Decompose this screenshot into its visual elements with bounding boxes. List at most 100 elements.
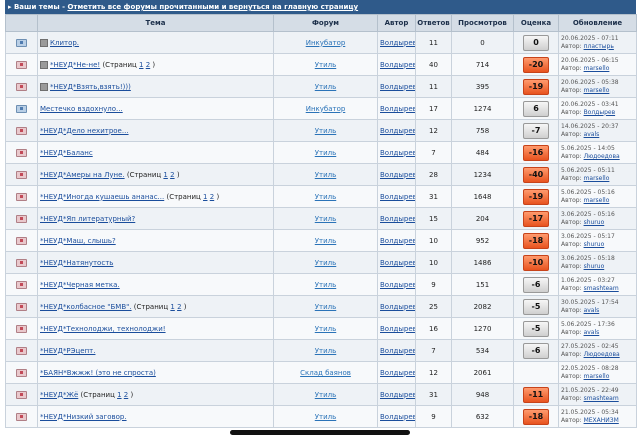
topic-title-link[interactable]: *НЕУД*Взять,взять!))) (50, 82, 131, 91)
topic-title-link[interactable]: Клитор. (50, 38, 80, 47)
last-poster-link[interactable]: smashteam (583, 394, 619, 402)
last-poster-link[interactable]: marsello (583, 174, 610, 182)
last-poster-link[interactable]: Волдырев (583, 108, 616, 116)
author-link[interactable]: Волдырев (380, 368, 416, 377)
author-link[interactable]: Волдырев (380, 126, 416, 135)
author-link[interactable]: Волдырев (380, 192, 416, 201)
author-link[interactable]: Волдырев (380, 324, 416, 333)
author-link[interactable]: Волдырев (380, 346, 416, 355)
topic-title-link[interactable]: *НЕУД*Натянутость (40, 258, 114, 267)
page-link[interactable]: 1 (139, 60, 144, 69)
author-link[interactable]: Волдырев (380, 302, 416, 311)
last-poster-link[interactable]: МЕХАНИЗМ (583, 416, 619, 424)
forum-link[interactable]: Утиль (314, 148, 337, 157)
mark-all-read-link[interactable]: Отметить все форумы прочитанными и верну… (67, 3, 359, 11)
last-poster-link[interactable]: avals (583, 306, 600, 314)
col-topic[interactable]: Тема (37, 14, 274, 32)
last-poster-link[interactable]: smashteam (583, 284, 619, 292)
last-poster-link[interactable]: avals (583, 328, 600, 336)
envelope-read-icon[interactable] (16, 38, 27, 47)
page-link[interactable]: 1 (163, 170, 168, 179)
topic-title-link[interactable]: *НЕУД*Не-не! (50, 60, 101, 69)
folder-new-icon[interactable] (16, 258, 27, 267)
folder-new-icon[interactable] (16, 324, 27, 333)
topic-title-link[interactable]: Местечко вздохнуло... (40, 104, 123, 113)
folder-new-icon[interactable] (16, 236, 27, 245)
forum-link[interactable]: Утиль (314, 82, 337, 91)
forum-link[interactable]: Утиль (314, 346, 337, 355)
author-link[interactable]: Волдырев (380, 38, 416, 47)
page-link[interactable]: 1 (117, 390, 122, 399)
page-link[interactable]: 2 (177, 302, 182, 311)
forum-link[interactable]: Утиль (314, 236, 337, 245)
folder-new-icon[interactable] (16, 170, 27, 179)
last-poster-link[interactable]: shuruo (583, 240, 605, 248)
col-updated[interactable]: Обновление (558, 14, 637, 32)
col-author[interactable]: Автор (377, 14, 416, 32)
author-link[interactable]: Волдырев (380, 280, 416, 289)
folder-new-icon[interactable] (16, 192, 27, 201)
col-views[interactable]: Просмотров (451, 14, 514, 32)
forum-link[interactable]: Утиль (314, 126, 337, 135)
topic-title-link[interactable]: *НЕУД*Иногда кушаешь ананас... (40, 192, 165, 201)
last-poster-link[interactable]: avals (583, 130, 600, 138)
last-poster-link[interactable]: marsello (583, 86, 610, 94)
last-poster-link[interactable]: marsello (583, 372, 610, 380)
author-link[interactable]: Волдырев (380, 170, 416, 179)
forum-link[interactable]: Утиль (314, 280, 337, 289)
col-replies[interactable]: Ответов (415, 14, 452, 32)
topic-title-link[interactable]: *НЕУД*Амеры на Луне. (40, 170, 125, 179)
last-poster-link[interactable]: shuruo (583, 218, 605, 226)
topic-title-link[interactable]: *НЕУД*Жё (40, 390, 79, 399)
last-poster-link[interactable]: marsello (583, 196, 610, 204)
folder-new-icon[interactable] (16, 390, 27, 399)
topic-title-link[interactable]: *НЕУД*Дело нехитрое... (40, 126, 129, 135)
last-poster-link[interactable]: shuruo (583, 262, 605, 270)
folder-new-icon[interactable] (16, 368, 27, 377)
topic-title-link[interactable]: *НЕУД*Черная метка. (40, 280, 120, 289)
page-link[interactable]: 2 (170, 170, 175, 179)
folder-new-icon[interactable] (16, 60, 27, 69)
folder-new-icon[interactable] (16, 280, 27, 289)
author-link[interactable]: Волдырев (380, 236, 416, 245)
forum-link[interactable]: Утиль (314, 170, 337, 179)
author-link[interactable]: Волдырев (380, 390, 416, 399)
folder-new-icon[interactable] (16, 346, 27, 355)
forum-link[interactable]: Утиль (314, 390, 337, 399)
forum-link[interactable]: Инкубатор (305, 38, 346, 47)
forum-link[interactable]: Склад баянов (300, 368, 351, 377)
forum-link[interactable]: Утиль (314, 324, 337, 333)
col-rating[interactable]: Оценка (513, 14, 559, 32)
forum-link[interactable]: Утиль (314, 412, 337, 421)
home-indicator[interactable] (230, 430, 410, 435)
folder-new-icon[interactable] (16, 82, 27, 91)
col-forum[interactable]: Форум (273, 14, 378, 32)
author-link[interactable]: Волдырев (380, 214, 416, 223)
author-link[interactable]: Волдырев (380, 104, 416, 113)
author-link[interactable]: Волдырев (380, 148, 416, 157)
page-link[interactable]: 2 (123, 390, 129, 399)
last-poster-link[interactable]: Людоедова (583, 350, 620, 358)
last-poster-link[interactable]: пластырь (583, 42, 614, 50)
page-link[interactable]: 1 (203, 192, 208, 201)
folder-new-icon[interactable] (16, 214, 27, 223)
topic-title-link[interactable]: *НЕУД*колбасное "БМВ". (40, 302, 132, 311)
author-link[interactable]: Волдырев (380, 258, 416, 267)
forum-link[interactable]: Утиль (314, 192, 337, 201)
folder-new-icon[interactable] (16, 126, 27, 135)
page-link[interactable]: 2 (209, 192, 215, 201)
author-link[interactable]: Волдырев (380, 82, 416, 91)
forum-link[interactable]: Утиль (314, 60, 337, 69)
topic-title-link[interactable]: *НЕУД*Маш, слышь? (40, 236, 116, 245)
folder-new-icon[interactable] (16, 412, 27, 421)
folder-new-icon[interactable] (16, 148, 27, 157)
topic-title-link[interactable]: *НЕУД*Баланс (40, 148, 93, 157)
topic-title-link[interactable]: *НЕУД*РЭцепт. (40, 346, 96, 355)
forum-link[interactable]: Инкубатор (305, 104, 346, 113)
topic-title-link[interactable]: *НЕУД*Яп литературный? (40, 214, 136, 223)
envelope-read-icon[interactable] (16, 104, 27, 113)
forum-link[interactable]: Утиль (314, 302, 337, 311)
forum-link[interactable]: Утиль (314, 214, 337, 223)
page-link[interactable]: 2 (145, 60, 151, 69)
page-link[interactable]: 1 (170, 302, 175, 311)
